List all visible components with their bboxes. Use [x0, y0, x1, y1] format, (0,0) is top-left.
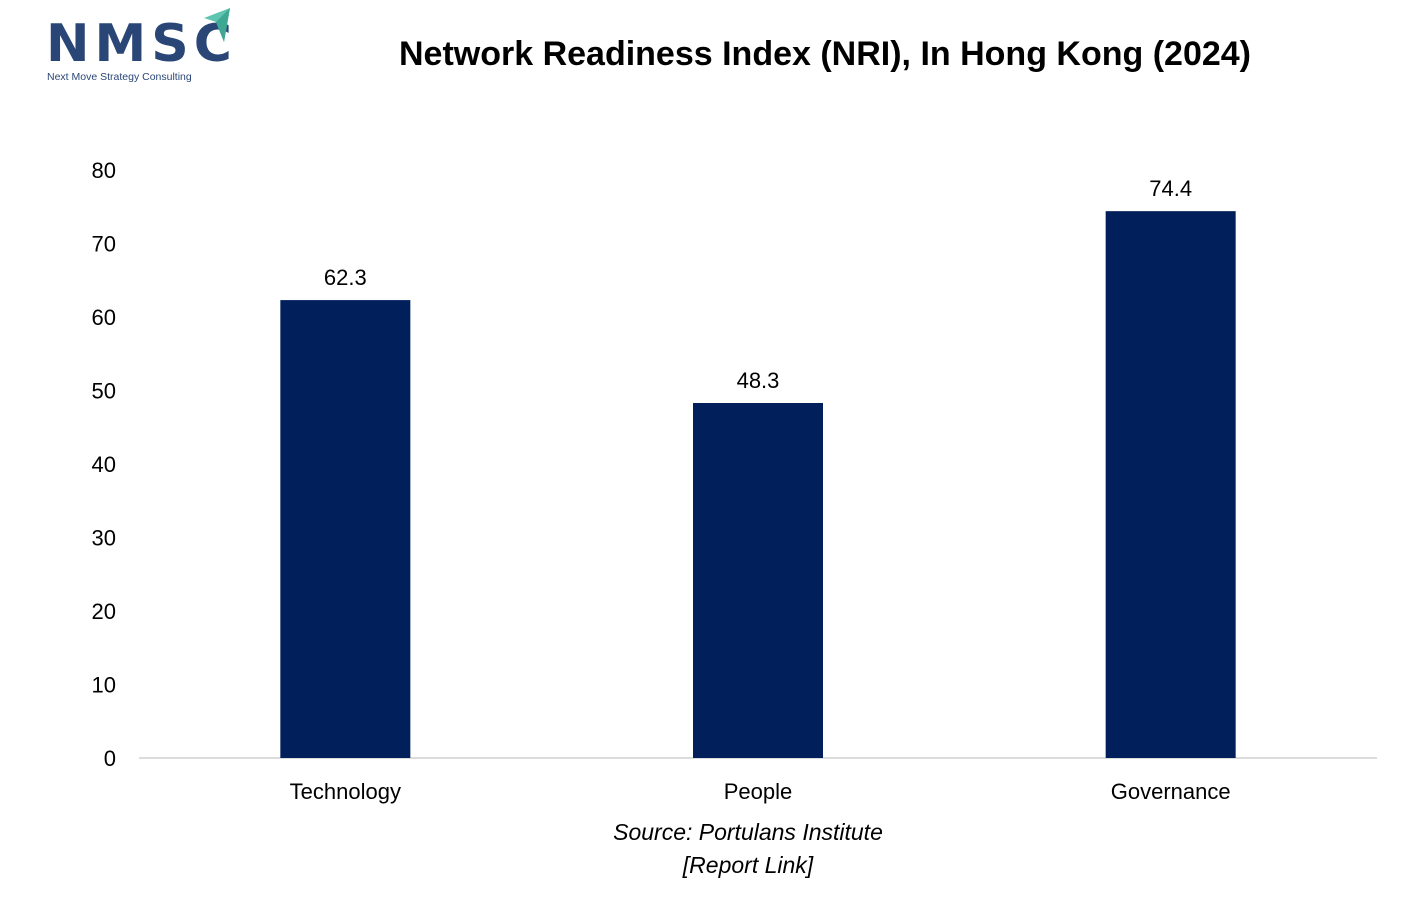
source-note: Source: Portulans Institute [Report Link…	[448, 816, 1048, 882]
y-tick-label: 30	[92, 526, 116, 551]
paper-plane-arrow-icon	[204, 8, 230, 42]
x-tick-label: Technology	[290, 779, 401, 804]
y-tick-label: 0	[104, 746, 116, 771]
chart-title: Network Readiness Index (NRI), In Hong K…	[398, 35, 1251, 73]
x-tick-label: Governance	[1111, 779, 1231, 804]
y-tick-label: 10	[92, 673, 116, 698]
bar-technology	[280, 300, 411, 758]
y-tick-label: 50	[92, 379, 116, 404]
report-link[interactable]: [Report Link]	[682, 852, 814, 878]
data-label: 74.4	[1149, 176, 1192, 201]
bar-governance	[1105, 211, 1236, 758]
nmsc-logo: NMSC Next Move Strategy Consulting	[44, 8, 244, 88]
y-tick-label: 80	[92, 158, 116, 183]
y-tick-label: 20	[92, 599, 116, 624]
x-tick-label: People	[724, 779, 793, 804]
y-tick-label: 60	[92, 305, 116, 330]
y-tick-label: 40	[92, 452, 116, 477]
source-text: Source: Portulans Institute	[613, 819, 883, 845]
y-tick-label: 70	[92, 232, 116, 257]
bar-people	[693, 402, 823, 758]
data-label: 48.3	[737, 368, 780, 393]
logo-wordmark: NMSC	[46, 14, 237, 74]
data-label: 62.3	[324, 265, 367, 290]
logo-tagline: Next Move Strategy Consulting	[47, 71, 192, 83]
